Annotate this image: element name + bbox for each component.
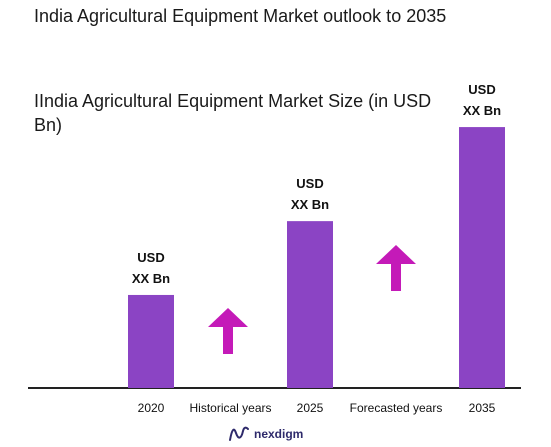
- data-label-2025-line1: USD: [296, 176, 323, 191]
- bar-2020: [128, 294, 174, 388]
- brand-logo: nexdigm: [228, 424, 303, 444]
- data-label-2035-line1: USD: [468, 82, 495, 97]
- period-label-2: Forecasted years: [350, 401, 443, 415]
- growth-arrow-icon-2: [376, 245, 416, 291]
- chart-title: India Agricultural Equipment Market outl…: [34, 6, 447, 26]
- tick-label-2020: 2020: [138, 401, 165, 415]
- chart-subtitle: IIndia Agricultural Equipment Market Siz…: [34, 91, 432, 135]
- tick-label-2035: 2035: [469, 401, 496, 415]
- nexdigm-logo-icon: [229, 426, 249, 441]
- data-label-2035-line2: XX Bn: [463, 103, 501, 118]
- period-label-1: Historical years: [189, 401, 271, 415]
- tick-label-2025: 2025: [297, 401, 324, 415]
- data-label-2025-line2: XX Bn: [291, 197, 329, 212]
- data-label-2020-line2: XX Bn: [132, 271, 170, 286]
- data-label-2020-line1: USD: [137, 250, 164, 265]
- bar-2035: [459, 127, 505, 388]
- growth-arrow-icon-1: [208, 308, 248, 354]
- brand-name: nexdigm: [254, 427, 304, 441]
- bar-2025: [287, 221, 333, 388]
